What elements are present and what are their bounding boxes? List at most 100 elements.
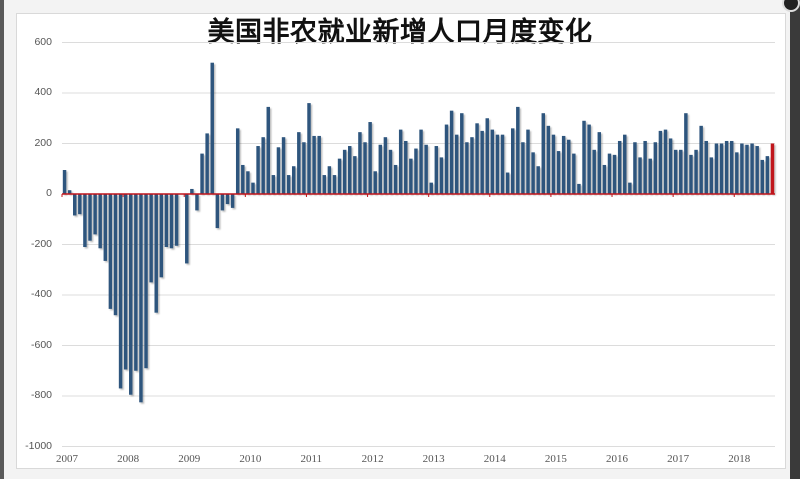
month-bar	[353, 156, 357, 195]
month-bar	[291, 166, 296, 194]
month-bar	[694, 149, 698, 194]
month-bar	[159, 194, 164, 278]
month-bar	[195, 194, 199, 211]
x-tick-label: 2008	[117, 453, 140, 465]
month-bar	[83, 194, 87, 248]
month-bar	[577, 183, 581, 194]
month-bar	[123, 194, 128, 370]
x-tick-label: 2014	[483, 453, 506, 465]
month-bar	[118, 194, 123, 389]
month-bar	[149, 194, 153, 283]
month-bar	[73, 194, 77, 216]
gridlines	[62, 42, 775, 447]
month-bar	[449, 110, 454, 194]
month-bar	[424, 144, 428, 194]
month-bar	[144, 194, 148, 369]
month-bar	[200, 153, 204, 194]
month-bar	[419, 129, 423, 194]
month-bar	[139, 194, 143, 403]
month-bar	[643, 140, 647, 194]
month-bar	[724, 140, 729, 194]
x-tick-label: 2016	[606, 453, 629, 465]
month-bar	[740, 143, 744, 194]
month-bar	[225, 194, 230, 205]
month-bar	[495, 134, 500, 194]
month-bar	[673, 149, 678, 194]
month-bar	[297, 132, 301, 194]
month-bar	[658, 130, 663, 195]
month-bar	[276, 147, 281, 194]
month-bar	[409, 158, 413, 194]
month-bar	[332, 175, 337, 194]
month-bar	[480, 130, 484, 195]
month-bar	[154, 194, 158, 313]
month-bar	[414, 148, 418, 194]
month-bar	[587, 124, 591, 194]
month-bar	[597, 132, 602, 194]
month-bar	[567, 139, 571, 194]
month-bar	[383, 137, 388, 194]
month-bar	[750, 143, 754, 194]
month-bar	[531, 152, 535, 194]
month-bar	[398, 129, 403, 194]
month-bar	[93, 194, 97, 235]
month-bar	[174, 194, 179, 246]
month-bar	[103, 194, 108, 261]
month-bar	[246, 171, 250, 195]
x-tick-label: 2013	[422, 453, 445, 465]
month-bar	[623, 134, 627, 194]
month-bar	[607, 153, 612, 194]
y-tick-label: 0	[46, 187, 52, 199]
month-bar	[378, 144, 383, 194]
month-bar	[322, 175, 327, 194]
month-bar	[230, 194, 235, 208]
y-tick-label: -800	[30, 389, 52, 401]
month-bar	[689, 154, 693, 194]
month-bar	[454, 134, 459, 194]
x-tick-label: 2011	[300, 453, 323, 465]
month-bar	[704, 140, 708, 194]
month-bar	[602, 164, 607, 194]
month-bar	[169, 194, 174, 249]
x-tick-label: 2007	[56, 453, 78, 465]
month-bar	[363, 142, 367, 194]
x-tick-label: 2015	[544, 453, 567, 465]
month-bar	[348, 146, 352, 195]
month-bar	[541, 113, 545, 194]
month-bar	[546, 125, 551, 194]
month-bar	[719, 143, 724, 194]
month-bar	[668, 138, 673, 194]
month-bar	[113, 194, 118, 316]
month-bar	[735, 152, 739, 194]
y-tick-label: -400	[30, 288, 52, 300]
month-bar	[108, 194, 113, 309]
x-tick-label: 2009	[178, 453, 201, 465]
month-bar	[551, 134, 556, 194]
month-bar	[358, 132, 362, 194]
month-bar	[205, 133, 209, 194]
month-bar	[261, 137, 265, 194]
expand-icon[interactable]	[782, 0, 800, 12]
month-bar	[317, 135, 321, 195]
month-bar	[185, 194, 189, 264]
month-bar	[251, 182, 255, 194]
month-bar	[286, 175, 291, 194]
month-bar	[388, 149, 393, 194]
bars	[62, 62, 775, 403]
month-bar	[760, 159, 764, 194]
month-bar	[312, 135, 316, 195]
month-bar	[516, 106, 520, 194]
month-bar	[714, 143, 719, 194]
month-bar	[439, 157, 444, 194]
month-bar	[235, 128, 240, 194]
month-bar	[592, 149, 596, 194]
month-bar	[342, 149, 347, 194]
month-bar	[521, 142, 525, 194]
month-bar	[62, 170, 67, 194]
month-bar	[470, 137, 474, 194]
month-bar	[582, 120, 586, 194]
month-bar	[653, 142, 658, 194]
month-bar	[164, 194, 169, 248]
month-bar	[78, 194, 82, 215]
